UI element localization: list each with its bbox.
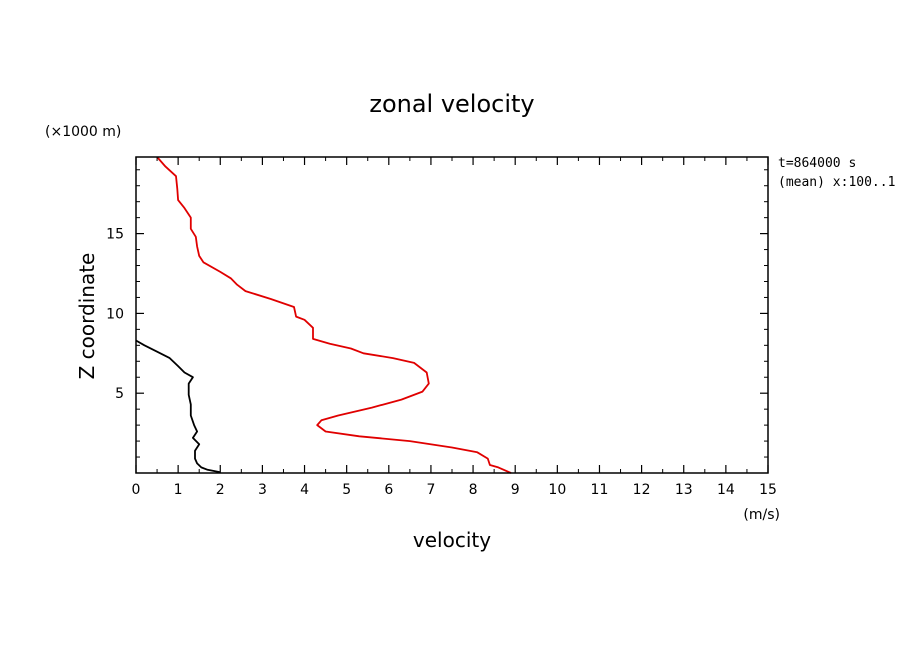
y-tick-label: 10 <box>106 306 124 322</box>
x-tick-label: 10 <box>548 482 566 498</box>
series-line-1 <box>156 156 512 474</box>
x-tick-label: 15 <box>759 482 777 498</box>
x-tick-label: 12 <box>633 482 651 498</box>
series-line-2 <box>135 339 221 474</box>
chart-title: zonal velocity <box>369 90 534 118</box>
series-layer <box>135 156 512 474</box>
x-tick-label: 3 <box>258 482 267 498</box>
x-axis-label: velocity <box>413 528 491 552</box>
x-tick-label: 1 <box>174 482 183 498</box>
x-tick-label: 8 <box>469 482 478 498</box>
x-axis-unit: (m/s) <box>743 507 780 523</box>
y-axis-label: Z coordinate <box>75 253 99 380</box>
time-annotation: t=864000 s <box>778 156 856 171</box>
x-tick-label: 9 <box>511 482 520 498</box>
plot-frame <box>135 156 769 474</box>
x-tick-label: 11 <box>591 482 609 498</box>
x-tick-label: 14 <box>717 482 735 498</box>
x-tick-label: 2 <box>216 482 225 498</box>
y-tick-label: 15 <box>106 227 124 243</box>
y-tick-label: 5 <box>115 386 124 402</box>
y-axis-unit: (×1000 m) <box>45 124 121 140</box>
x-tick-label: 4 <box>300 482 309 498</box>
x-tick-label: 7 <box>426 482 435 498</box>
mean-annotation: (mean) x:100..1 <box>778 175 895 190</box>
x-tick-label: 5 <box>342 482 351 498</box>
x-tick-label: 6 <box>384 482 393 498</box>
x-tick-label: 0 <box>132 482 141 498</box>
x-tick-label: 13 <box>675 482 693 498</box>
